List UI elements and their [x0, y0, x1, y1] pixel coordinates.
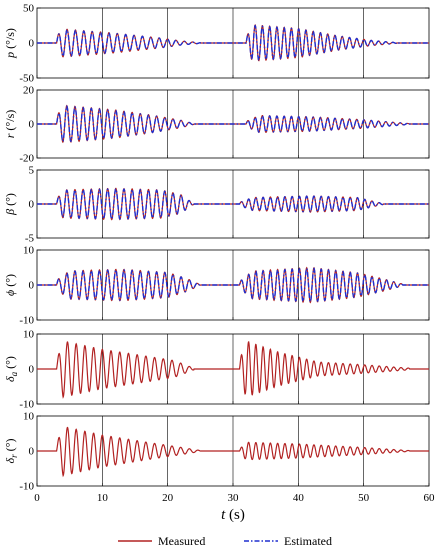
- y-axis-symbol: r: [3, 133, 17, 138]
- y-tick-label: -10: [19, 315, 34, 327]
- y-tick-label: 10: [23, 245, 35, 257]
- x-tick-label: 10: [97, 492, 109, 504]
- y-tick-label: 0: [29, 38, 35, 50]
- series-estimated-p: [37, 24, 429, 61]
- y-axis-label: δr (°): [3, 439, 19, 464]
- y-axis-symbol: δ: [3, 457, 17, 463]
- x-tick-label: 40: [293, 492, 305, 504]
- y-tick-label: -50: [19, 73, 34, 85]
- legend-measured-label: Measured: [158, 534, 205, 548]
- y-tick-label: -10: [19, 399, 34, 411]
- panel-r: -20 0 20 r (°/s): [3, 85, 430, 165]
- panel-beta: -5 0 5 β (°): [3, 165, 430, 245]
- y-tick-label: -20: [19, 153, 34, 165]
- x-axis-label: t (s): [221, 507, 245, 523]
- x-tick-label: 50: [358, 492, 370, 504]
- y-tick-label: 10: [23, 411, 35, 423]
- y-tick-label: 0: [29, 280, 35, 292]
- y-axis-subscript: a: [9, 371, 19, 376]
- x-axis-unit: (s): [225, 507, 245, 523]
- panel-delta_a: -10 0 10 δa (°): [3, 329, 430, 411]
- y-axis-unit: (°): [3, 274, 17, 290]
- series-measured-delta_a: [37, 340, 429, 399]
- panel-delta_r: -10 0 10 δr (°): [3, 411, 430, 493]
- y-axis-label: δa (°): [3, 356, 19, 382]
- y-tick-label: -5: [25, 233, 35, 245]
- y-axis-label: p (°/s): [3, 28, 17, 59]
- y-axis-symbol: p: [3, 52, 17, 59]
- y-tick-label: 10: [23, 329, 35, 341]
- y-axis-label: ϕ (°): [3, 274, 17, 296]
- series-estimated-beta: [37, 188, 429, 220]
- series-estimated-phi: [37, 267, 429, 303]
- y-axis-unit: (°/s): [3, 28, 17, 52]
- x-tick-label: 30: [228, 492, 240, 504]
- y-axis-label: r (°/s): [3, 110, 17, 138]
- y-axis-subscript: r: [9, 454, 19, 458]
- y-axis-symbol: ϕ: [3, 290, 17, 296]
- y-tick-label: 0: [29, 364, 35, 376]
- y-axis-unit: (°): [3, 439, 17, 455]
- y-axis-symbol: β: [3, 209, 17, 216]
- y-tick-label: 0: [29, 446, 35, 458]
- panel-p: -50 0 50 p (°/s): [3, 3, 430, 85]
- x-axis: 0 10 20 30 40 50 60 t (s): [34, 492, 435, 523]
- y-tick-label: 50: [23, 3, 35, 15]
- series-estimated-r: [37, 105, 429, 143]
- y-axis-unit: (°/s): [3, 110, 17, 134]
- legend: Measured Estimated: [118, 534, 332, 548]
- y-tick-label: 20: [23, 85, 35, 97]
- y-tick-label: 5: [29, 165, 35, 177]
- series-measured-delta_r: [37, 426, 429, 478]
- y-axis-label: β (°): [3, 193, 17, 216]
- panel-phi: -10 0 10 ϕ (°): [3, 245, 430, 327]
- y-tick-label: -10: [19, 481, 34, 493]
- y-axis-unit: (°): [3, 193, 17, 209]
- y-tick-label: 0: [29, 119, 35, 131]
- x-tick-label: 20: [162, 492, 174, 504]
- x-axis-symbol: t: [221, 507, 226, 523]
- y-axis-symbol: δ: [3, 376, 17, 382]
- x-tick-label: 60: [424, 492, 436, 504]
- x-tick-label: 0: [34, 492, 40, 504]
- y-tick-label: 0: [29, 199, 35, 211]
- legend-estimated-label: Estimated: [284, 534, 332, 548]
- y-axis-unit: (°): [3, 356, 17, 372]
